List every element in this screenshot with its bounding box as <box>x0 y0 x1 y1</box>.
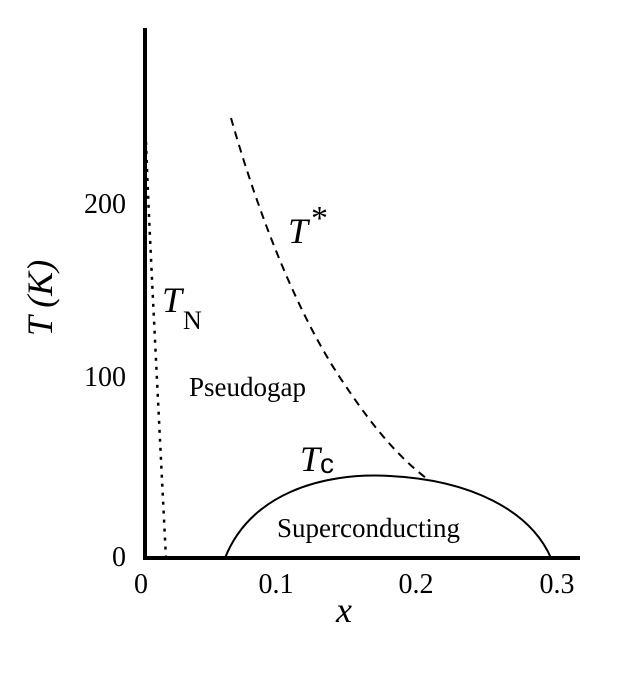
y-tick-label: 0 <box>112 542 126 573</box>
y-tick-label: 100 <box>84 362 126 393</box>
superconducting-dome <box>224 474 552 559</box>
pseudogap-label: T* <box>288 200 328 251</box>
pseudogap-label-sup: * <box>311 200 328 237</box>
superconducting-label-main: T <box>300 439 323 479</box>
pseudogap-curve <box>230 117 427 479</box>
x-tick-label: 0.2 <box>399 569 434 600</box>
superconducting-label-sub: c <box>320 448 334 479</box>
neel-label-sub: N <box>183 306 202 335</box>
superconducting-label: Tc <box>300 439 334 479</box>
y-axis-label: T (K) <box>20 260 60 336</box>
x-tick-label: 0.3 <box>540 569 575 600</box>
x-tick-label: 0 <box>134 569 148 600</box>
superconducting-region-label: Superconducting <box>277 513 460 543</box>
pseudogap-label-main: T <box>288 211 311 251</box>
neel-label: TN <box>162 280 202 335</box>
x-tick-label: 0.1 <box>259 569 294 600</box>
neel-curve <box>144 141 168 559</box>
x-axis-label: x <box>335 590 352 630</box>
pseudogap-region-label: Pseudogap <box>189 372 306 402</box>
neel-label-main: T <box>162 280 185 320</box>
y-tick-label: 200 <box>84 189 126 220</box>
